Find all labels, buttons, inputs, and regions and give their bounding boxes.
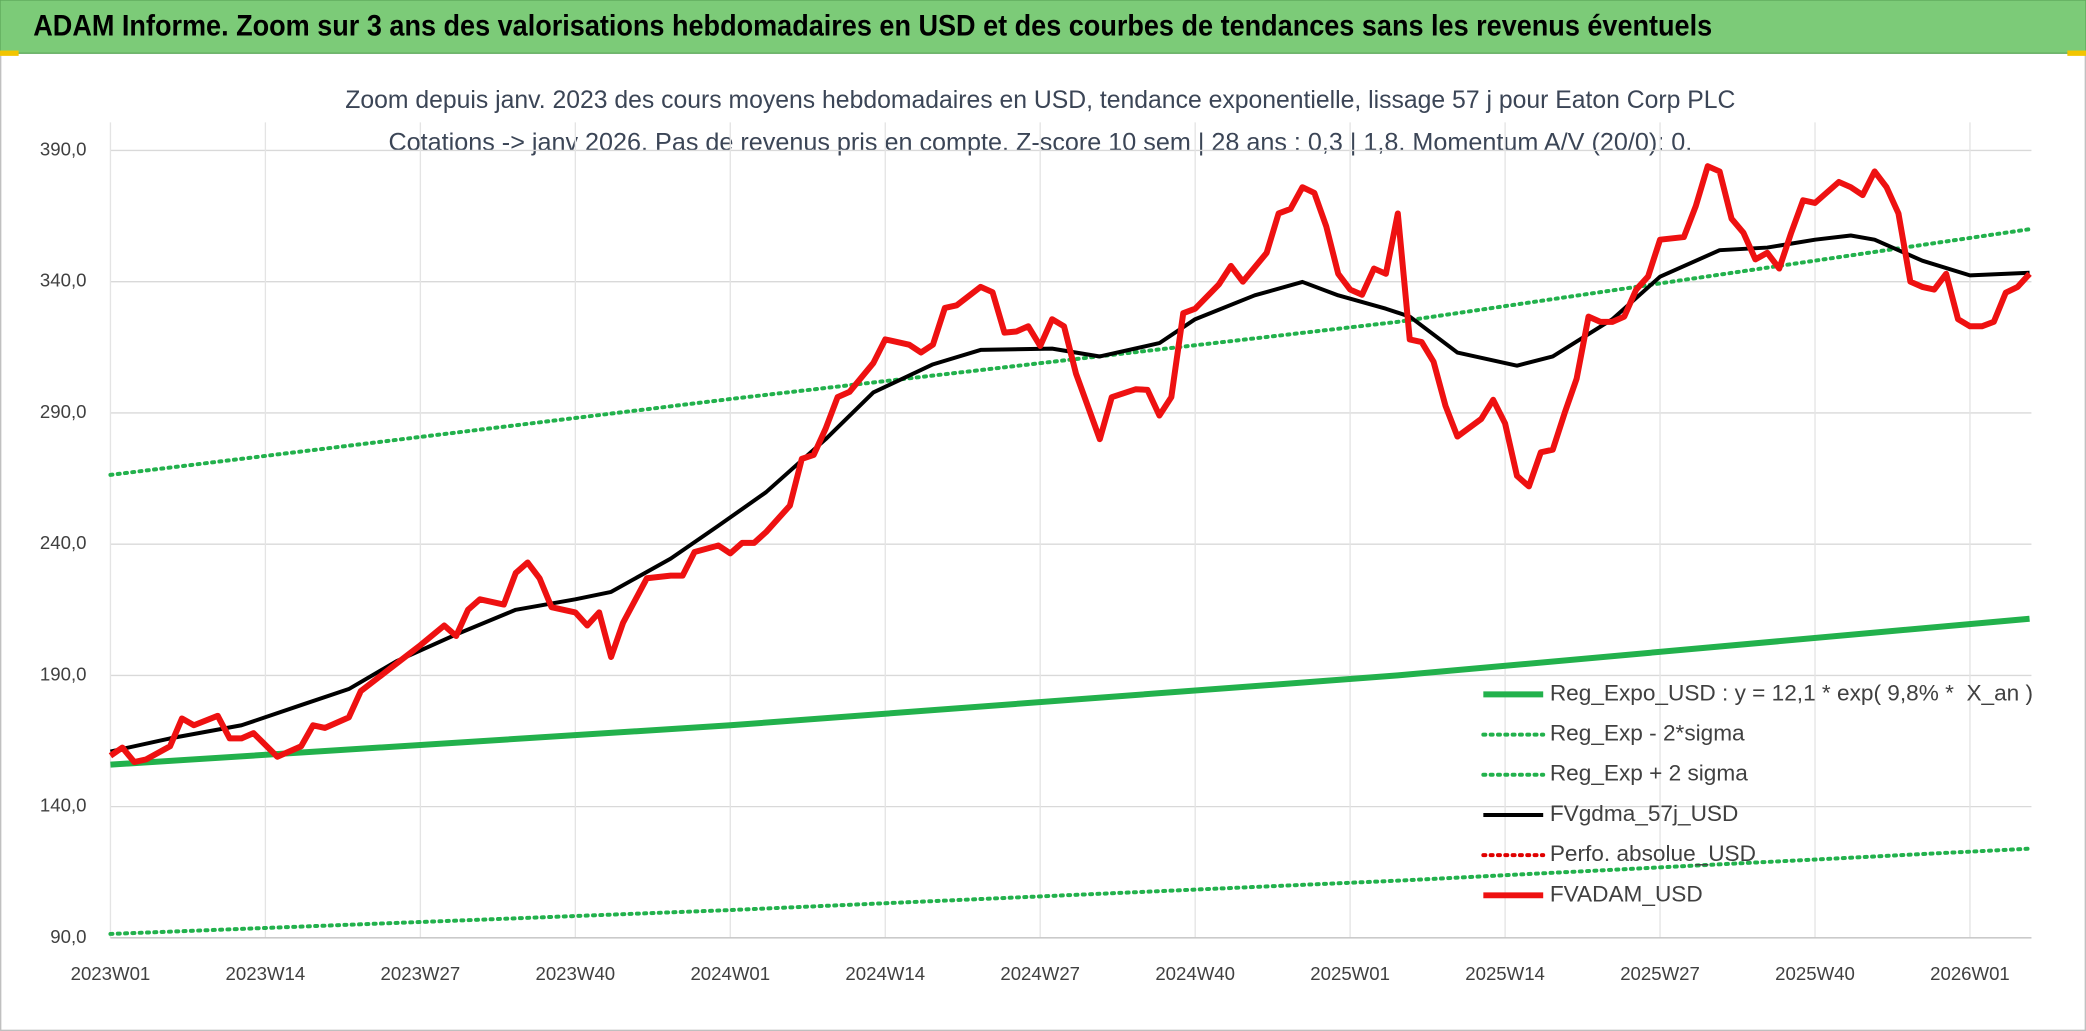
series-line: [108, 227, 2032, 477]
y-tick-label: 90,0: [50, 926, 86, 947]
y-tick-label: 290,0: [40, 401, 87, 422]
legend-label: FVADAM_USD: [1550, 881, 1703, 906]
y-tick-label: 340,0: [40, 270, 87, 291]
legend-label: Reg_Exp - 2*sigma: [1550, 721, 1745, 746]
chart-subtitle: Zoom depuis janv. 2023 des cours moyens …: [345, 86, 1735, 114]
x-tick-label: 2023W14: [226, 963, 306, 984]
y-tick-label: 390,0: [40, 138, 87, 159]
x-tick-label: 2025W01: [1310, 963, 1390, 984]
header-bar: [0, 0, 2086, 54]
x-tick-label: 2023W01: [71, 963, 151, 984]
x-tick-label: 2024W01: [690, 963, 770, 984]
corner-accent: [2067, 50, 2086, 56]
legend-label: Reg_Exp + 2 sigma: [1550, 761, 1748, 786]
x-tick-label: 2024W14: [845, 963, 925, 984]
legend-label: Reg_Expo_USD : y = 12,1 * exp( 9,8% * X_…: [1550, 680, 2033, 705]
y-tick-label: 140,0: [40, 795, 87, 816]
x-tick-label: 2025W14: [1465, 963, 1545, 984]
x-tick-label: 2025W40: [1775, 963, 1855, 984]
x-tick-label: 2025W27: [1620, 963, 1700, 984]
x-tick-label: 2024W40: [1155, 963, 1235, 984]
corner-accent: [0, 50, 19, 56]
legend-label: FVgdma_57j_USD: [1550, 801, 1739, 826]
series-line: [108, 846, 2032, 936]
chart-title: ADAM Informe. Zoom sur 3 ans des valoris…: [33, 11, 1712, 43]
x-tick-label: 2024W27: [1000, 963, 1080, 984]
y-tick-label: 240,0: [40, 532, 87, 553]
series-line: [110, 615, 2030, 768]
series-line: [108, 163, 2032, 766]
x-tick-label: 2026W01: [1930, 963, 2010, 984]
y-tick-label: 190,0: [40, 663, 87, 684]
x-tick-label: 2023W27: [381, 963, 461, 984]
x-tick-label: 2023W40: [535, 963, 615, 984]
legend-label: Perfo. absolue_USD: [1550, 841, 1756, 866]
